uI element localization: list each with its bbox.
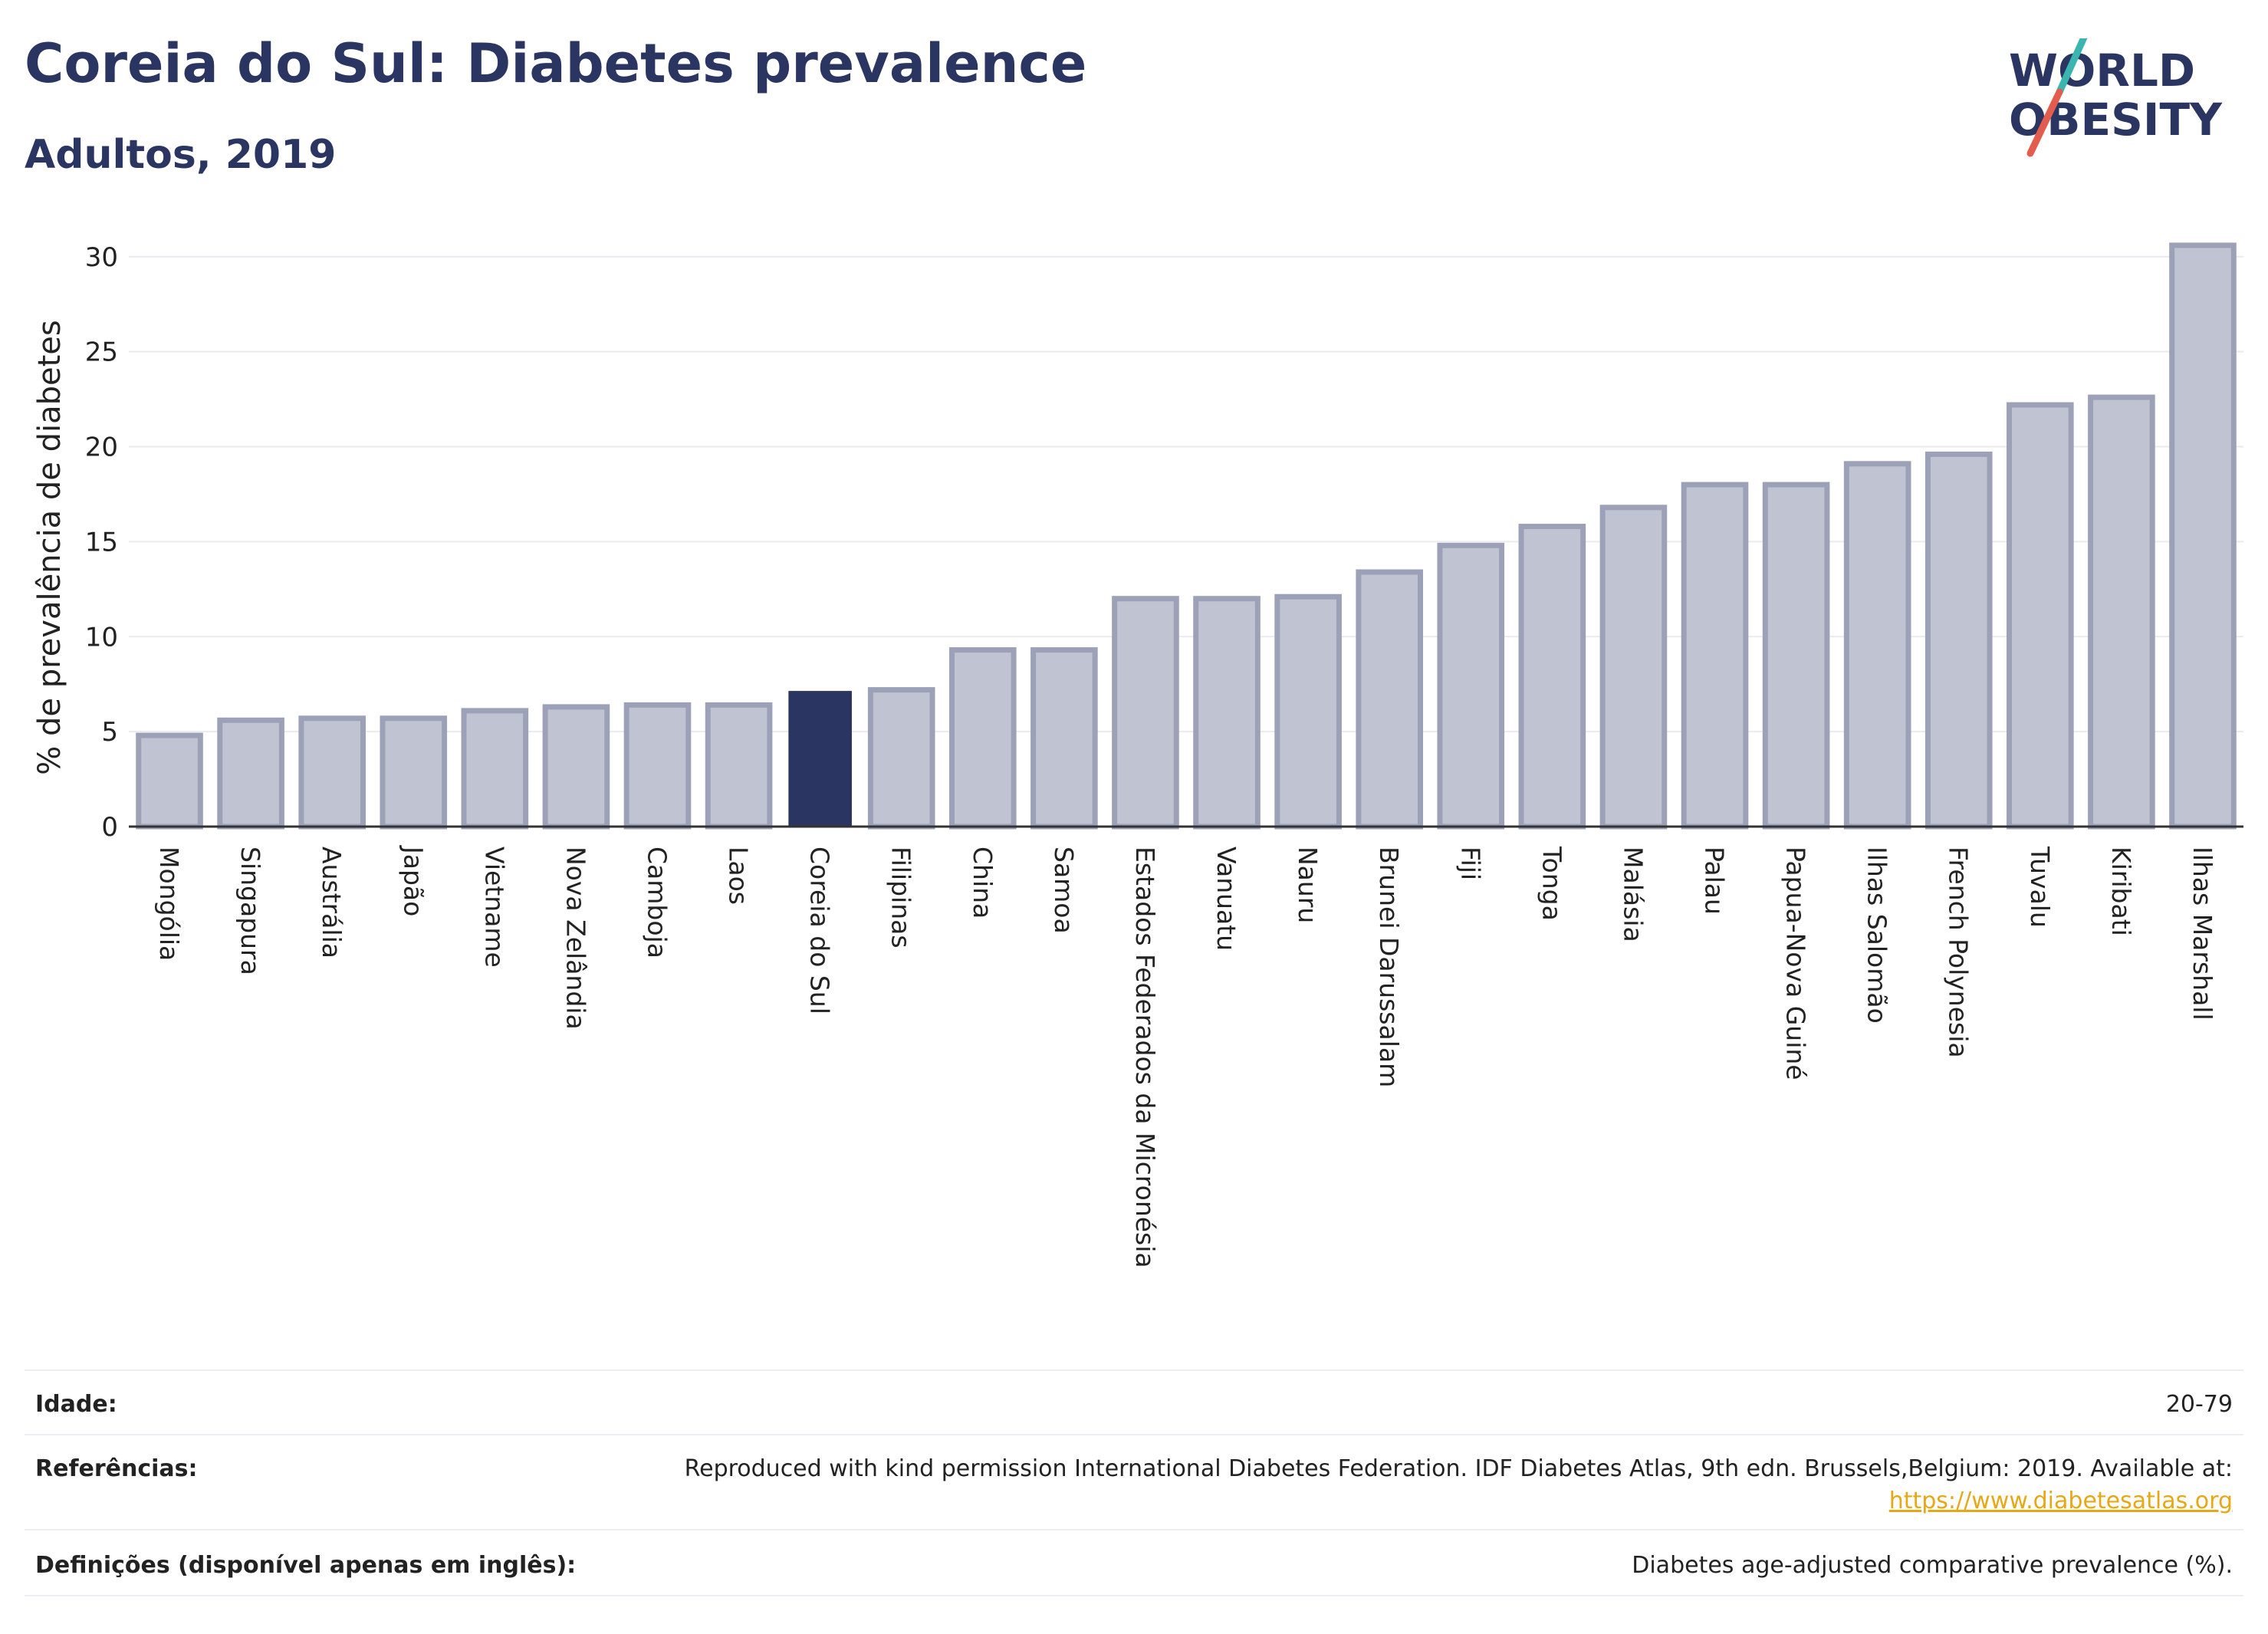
x-tick-label: Singapura	[235, 847, 265, 975]
bar-austrália	[298, 715, 366, 830]
y-tick-label: 0	[101, 812, 118, 843]
y-tick-label: 25	[85, 337, 118, 368]
x-tick-label: Malásia	[1618, 847, 1648, 942]
y-tick-label: 10	[85, 622, 118, 653]
bar-nauru	[1274, 593, 1342, 830]
info-key-definitions: Definições (disponível apenas em inglês)…	[35, 1552, 577, 1579]
y-tick-label: 20	[85, 432, 118, 463]
bar-samoa	[1030, 647, 1098, 830]
bar-palau	[1681, 482, 1749, 830]
info-row-age: Idade: 20-79	[25, 1369, 2243, 1435]
x-tick-label: Ilhas Marshall	[2187, 847, 2217, 1021]
x-tick-label: Mongólia	[154, 847, 184, 961]
x-tick-label: Brunei Darussalam	[1374, 847, 1404, 1087]
x-tick-label: Tonga	[1537, 846, 1566, 921]
x-tick-label: Nauru	[1293, 847, 1323, 923]
bar-vanuatu	[1193, 596, 1261, 830]
y-tick-label: 30	[85, 242, 118, 273]
info-key-age: Idade:	[35, 1391, 117, 1418]
bar-papua-nova-guiné	[1762, 482, 1830, 830]
x-tick-label: Austrália	[317, 847, 347, 958]
info-table-bottom-border	[25, 1595, 2243, 1596]
page-title: Coreia do Sul: Diabetes prevalence	[25, 32, 1087, 95]
y-tick-labels: 0 5 10 15 20 25 30	[85, 242, 118, 843]
info-value-definitions: Diabetes age-adjusted comparative preval…	[1632, 1552, 2233, 1579]
bar-estados-federados-da-micronésia	[1112, 596, 1179, 830]
y-tick-label: 15	[85, 527, 118, 557]
bar-singapura	[217, 717, 284, 830]
bar-japão	[380, 715, 448, 830]
x-tick-label: Kiribati	[2106, 847, 2136, 936]
x-tick-label: Laos	[724, 847, 754, 905]
bar-ilhas-marshall	[2169, 242, 2237, 830]
x-tick-labels: Mongólia Singapura Austrália Japão Vietname N…	[154, 845, 2217, 1268]
x-tick-label: Camboja	[643, 847, 672, 958]
x-tick-label: Coreia do Sul	[805, 847, 835, 1014]
bar-coreia-do-sul	[788, 691, 852, 827]
logo-line1: WORLD	[2009, 44, 2195, 97]
bar-camboja	[623, 702, 692, 830]
references-link[interactable]: https://www.diabetesatlas.org	[1888, 1488, 2233, 1514]
bar-fiji	[1437, 542, 1505, 830]
y-tick-label: 5	[101, 717, 118, 748]
x-tick-label: Japão	[398, 845, 428, 916]
page-subtitle: Adultos, 2019	[25, 132, 337, 178]
x-tick-label: Papua-Nova Guiné	[1781, 847, 1811, 1080]
bar-tuvalu	[2006, 402, 2074, 830]
bar-mongólia	[136, 732, 203, 830]
x-tick-label: French Polynesia	[1944, 847, 1974, 1058]
world-obesity-logo: WORLD OBESITY	[1994, 27, 2254, 161]
x-tick-label: Samoa	[1049, 847, 1079, 934]
x-tick-label: Ilhas Salomão	[1862, 847, 1892, 1024]
x-tick-label: Tuvalu	[2025, 846, 2055, 928]
x-tick-label: Palau	[1700, 847, 1730, 915]
logo-slash-teal	[2056, 27, 2091, 96]
x-tick-label: Filipinas	[886, 847, 916, 949]
y-axis-label: % de prevalência de diabetes	[32, 320, 67, 774]
bar-filipinas	[867, 687, 935, 830]
x-tick-label: Vanuatu	[1211, 847, 1241, 951]
info-value-age: 20-79	[2165, 1391, 2233, 1418]
bars	[136, 242, 2237, 830]
bar-vietname	[461, 708, 529, 830]
bar-kiribati	[2088, 394, 2155, 830]
info-row-definitions: Definições (disponível apenas em inglês)…	[25, 1529, 2243, 1596]
x-tick-label: China	[968, 847, 998, 919]
bar-ilhas-salomão	[1843, 461, 1911, 830]
info-key-references: Referências:	[35, 1455, 198, 1482]
info-value-references: Reproduced with kind permission Internat…	[684, 1455, 2233, 1482]
logo-slash-red	[2026, 88, 2063, 157]
x-tick-label: Nova Zelândia	[560, 847, 590, 1030]
x-tick-label: Fiji	[1455, 847, 1485, 880]
bar-brunei-darussalam	[1356, 569, 1424, 830]
bar-china	[948, 647, 1017, 830]
bar-chart: 0 5 10 15 20 25 30 Mongólia Singapura Austrália J…	[32, 242, 2243, 1268]
x-tick-label: Vietname	[479, 847, 509, 968]
x-tick-label: Estados Federados da Micronésia	[1130, 847, 1160, 1268]
bar-malásia	[1599, 505, 1668, 830]
bar-tonga	[1518, 524, 1586, 830]
bar-laos	[705, 702, 773, 830]
info-row-references: Referências: Reproduced with kind permis…	[25, 1434, 2243, 1530]
bar-nova-zelândia	[542, 704, 610, 830]
bar-french-polynesia	[1925, 451, 1993, 830]
